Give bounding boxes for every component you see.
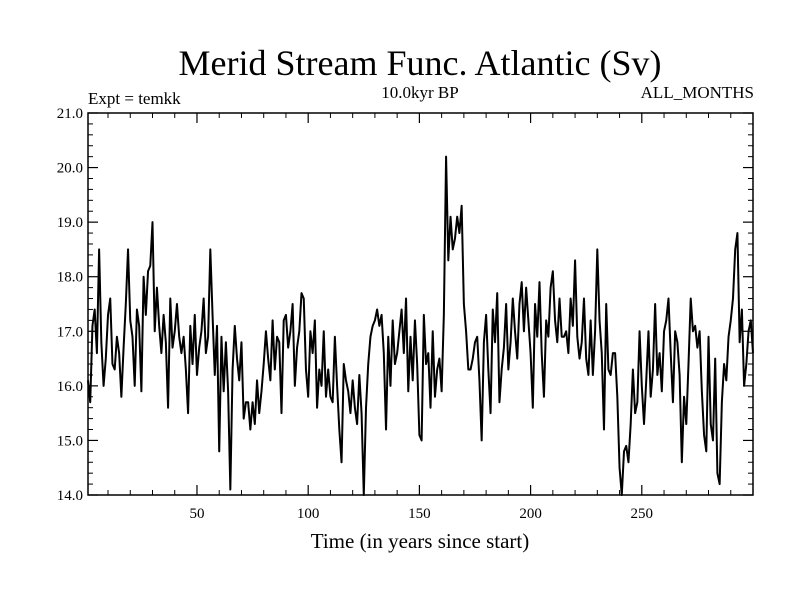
x-tick-label: 250 — [631, 506, 654, 522]
y-tick-label: 21.0 — [57, 106, 83, 122]
x-tick-label: 50 — [189, 506, 204, 522]
series-group — [87, 155, 754, 496]
x-tick-label: 100 — [297, 506, 320, 522]
chart-title: Merid Stream Func. Atlantic (Sv) — [179, 43, 662, 83]
period-label: ALL_MONTHS — [641, 83, 754, 102]
y-tick-label: 14.0 — [57, 488, 83, 504]
x-axis: 50 100 150 200 250 — [107, 113, 732, 522]
x-tick-label: 150 — [408, 506, 431, 522]
x-axis-label: Time (in years since start) — [311, 529, 530, 553]
y-tick-label: 15.0 — [57, 433, 83, 449]
y-tick-label: 18.0 — [57, 270, 83, 286]
chart-subtitle: 10.0kyr BP — [381, 83, 458, 102]
experiment-label: Expt = temkk — [88, 89, 181, 108]
y-tick-label: 17.0 — [57, 324, 83, 340]
x-tick-label: 200 — [519, 506, 542, 522]
series-line — [87, 155, 754, 496]
y-tick-label: 19.0 — [57, 215, 83, 231]
y-tick-label: 20.0 — [57, 161, 83, 177]
plot-frame — [87, 112, 754, 496]
y-tick-label: 16.0 — [57, 379, 83, 395]
